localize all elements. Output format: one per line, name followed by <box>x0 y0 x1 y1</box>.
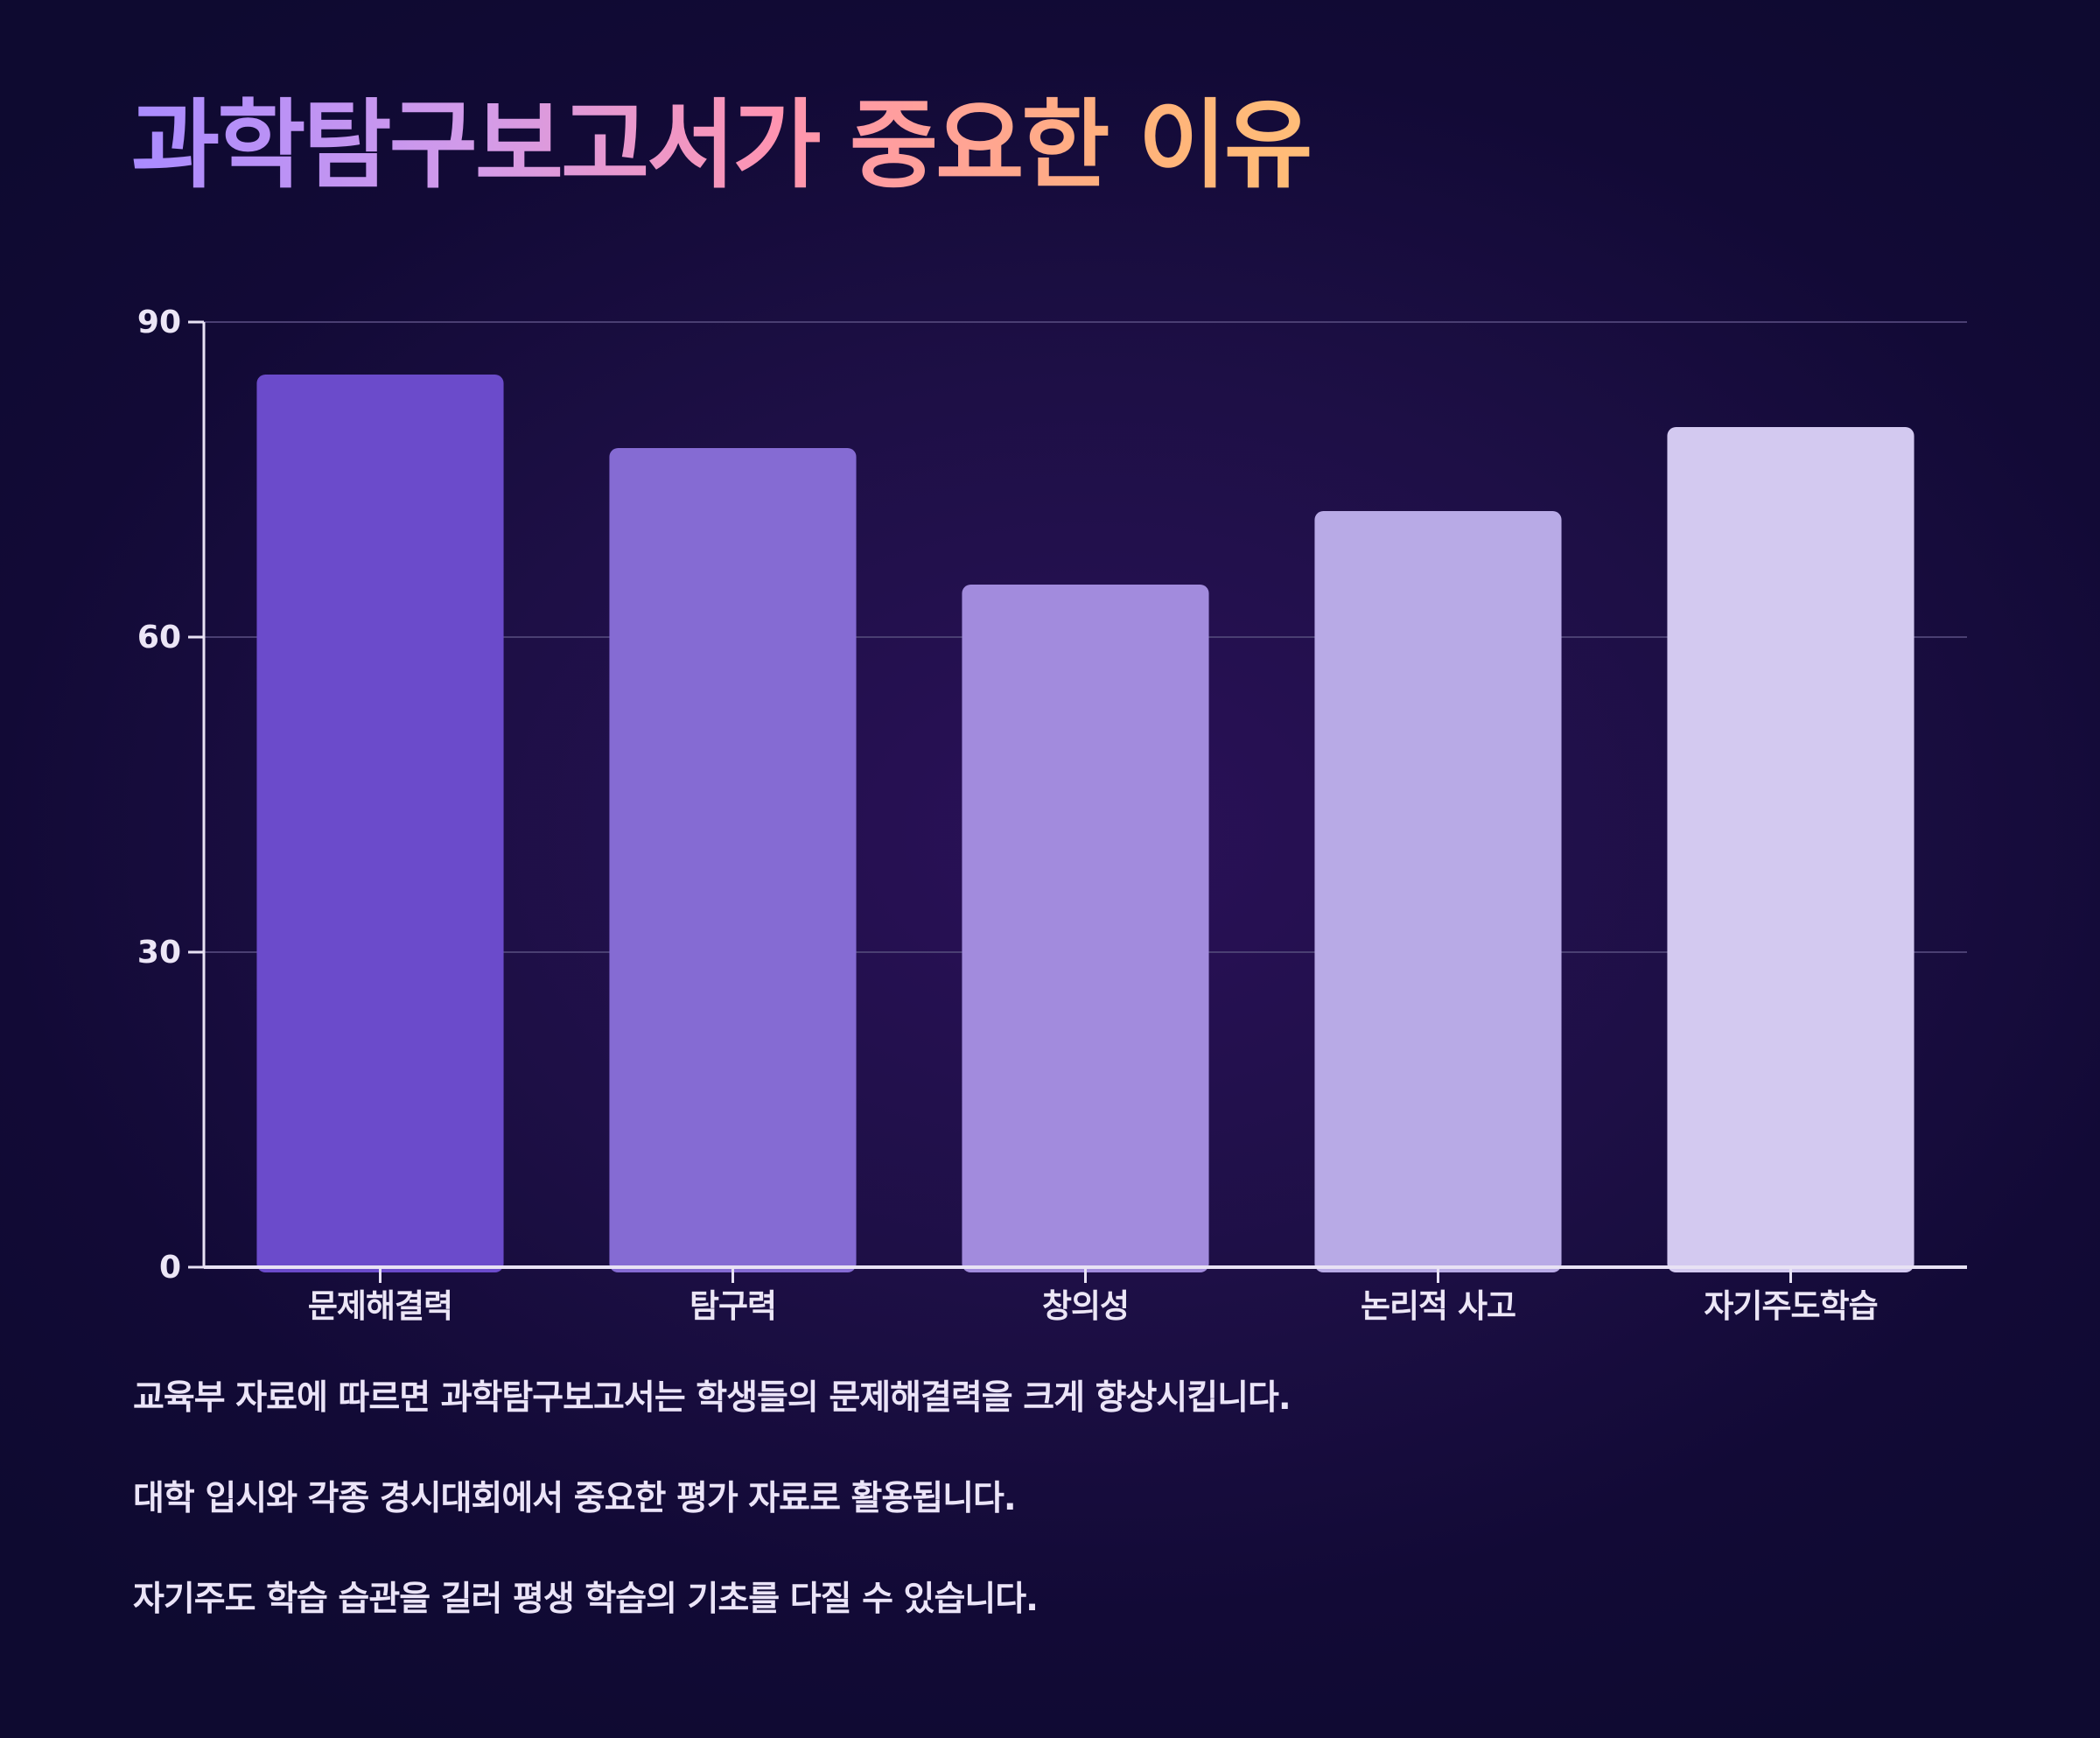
bar <box>962 585 1209 1272</box>
y-tick-label: 30 <box>137 935 181 971</box>
tick-labels: 0 30 60 90 문제해결력 탐구력 창의성 논리적 사고 자기주도학습 <box>137 305 1879 1325</box>
note-item: 대학 입시와 각종 경시대회에서 중요한 평가 자료로 활용됩니다. <box>133 1479 1017 1518</box>
bars <box>256 375 1914 1272</box>
y-tick-label: 60 <box>137 620 181 655</box>
x-tick-label: 논리적 사고 <box>1361 1287 1516 1325</box>
bar <box>1314 511 1562 1272</box>
bar <box>609 448 857 1272</box>
bar-chart: 0 30 60 90 문제해결력 탐구력 창의성 논리적 사고 자기주도학습 <box>137 305 1967 1325</box>
bar <box>256 375 504 1272</box>
bar <box>1667 427 1914 1272</box>
x-tick-label: 창의성 <box>1042 1287 1129 1325</box>
note-item: 교육부 자료에 따르면 과학탐구보고서는 학생들의 문제해결력을 크게 향상시킵… <box>133 1378 1292 1418</box>
notes-list: 교육부 자료에 따르면 과학탐구보고서는 학생들의 문제해결력을 크게 향상시킵… <box>133 1372 1292 1674</box>
y-tick-label: 90 <box>137 305 181 340</box>
y-tick-label: 0 <box>159 1250 181 1286</box>
page-title: 과학탐구보고서가 중요한 이유 <box>131 89 1312 201</box>
x-tick-label: 탐구력 <box>690 1287 776 1325</box>
note-item: 자기주도 학습 습관을 길러 평생 학습의 기초를 다질 수 있습니다. <box>133 1580 1039 1619</box>
x-tick-label: 문제해결력 <box>308 1287 452 1325</box>
x-tick-label: 자기주도학습 <box>1704 1287 1877 1325</box>
axes <box>188 320 1967 1283</box>
